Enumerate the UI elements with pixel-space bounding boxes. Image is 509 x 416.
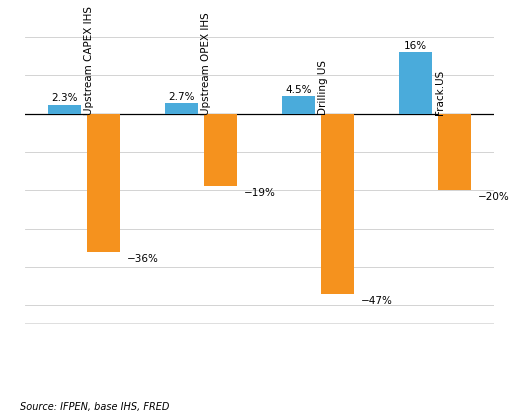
Text: Source: IFPEN, base IHS, FRED: Source: IFPEN, base IHS, FRED (20, 402, 169, 412)
Bar (321, 114, 354, 294)
Text: 4.5%: 4.5% (285, 85, 312, 95)
Bar (87, 114, 120, 252)
Bar (438, 114, 471, 190)
Text: Frack.US: Frack.US (435, 70, 445, 115)
Text: 16%: 16% (404, 41, 427, 51)
Bar (204, 114, 237, 186)
Text: −47%: −47% (361, 296, 392, 306)
Bar (48, 105, 81, 114)
Text: 2.7%: 2.7% (168, 92, 194, 102)
Bar (165, 103, 198, 114)
Text: Upstream OPEX IHS: Upstream OPEX IHS (201, 12, 211, 115)
Text: Drilling US: Drilling US (318, 60, 328, 115)
Text: −36%: −36% (127, 253, 158, 263)
Text: −19%: −19% (244, 188, 275, 198)
Text: 2.3%: 2.3% (51, 93, 77, 103)
Text: −20%: −20% (478, 192, 509, 202)
Bar (282, 96, 315, 114)
Bar (399, 52, 432, 114)
Text: Upstream CAPEX IHS: Upstream CAPEX IHS (84, 6, 94, 115)
